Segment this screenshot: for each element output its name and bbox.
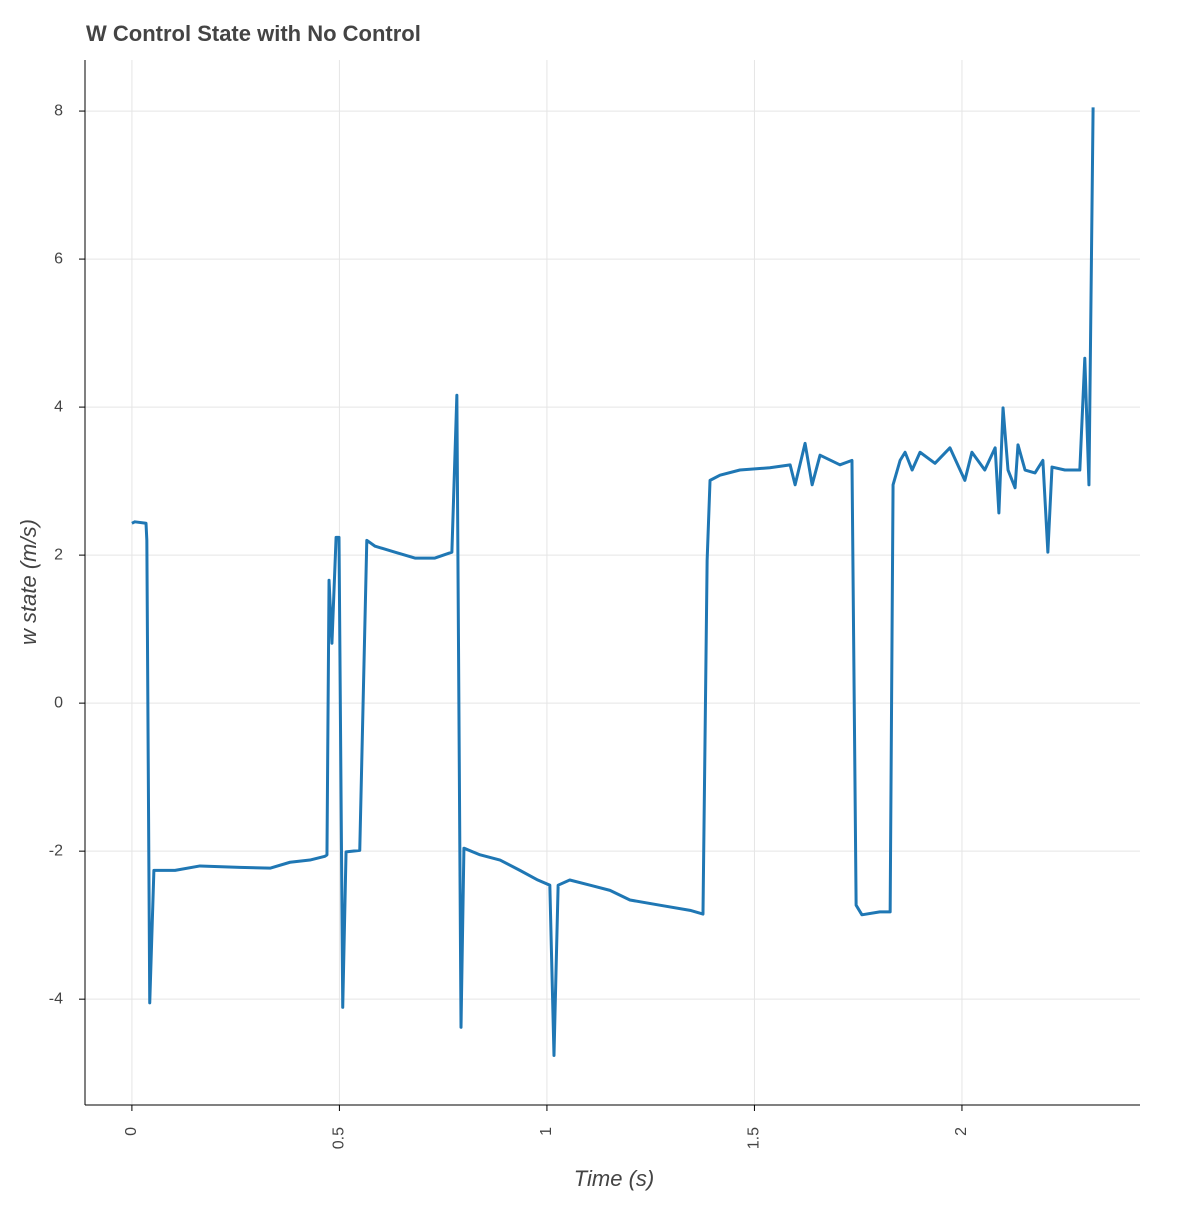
y-tick-label: 0 — [54, 694, 63, 711]
y-tick-label: 6 — [54, 250, 63, 267]
y-axis-label: w state (m/s) — [16, 519, 41, 645]
y-tick-label: -2 — [49, 842, 63, 859]
x-tick-label: 1 — [538, 1127, 555, 1136]
y-tick-label: 2 — [54, 546, 63, 563]
x-tick-label: 1.5 — [746, 1127, 763, 1149]
y-tick-label: 4 — [54, 398, 63, 415]
x-tick-label: 2 — [953, 1127, 970, 1136]
y-tick-label: -4 — [49, 990, 63, 1007]
x-axis-label: Time (s) — [574, 1166, 654, 1191]
x-tick-label: 0.5 — [331, 1127, 348, 1149]
y-tick-label: 8 — [54, 102, 63, 119]
data-line — [131, 107, 1095, 1057]
x-tick-label: 0 — [123, 1127, 140, 1136]
chart-title: W Control State with No Control — [86, 21, 421, 46]
